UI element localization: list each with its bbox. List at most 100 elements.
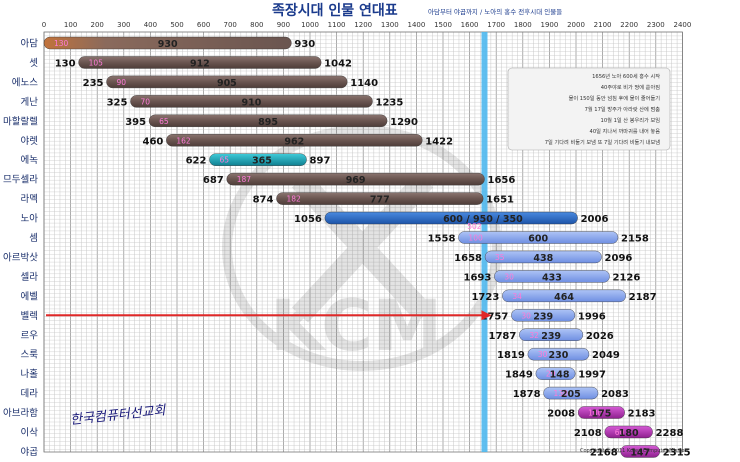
start-year-label: 1658 — [454, 253, 482, 264]
lifespan-age-label: 180 — [619, 428, 639, 439]
note-line: 1656년 노아 600세 홍수 시작 — [592, 72, 660, 80]
end-year-label: 930 — [294, 39, 315, 50]
x-tick-label: 0 — [42, 21, 46, 29]
beget-age-label: 35 — [495, 253, 505, 262]
start-year-label: 874 — [253, 195, 274, 206]
beget-age-label: 60 — [615, 428, 625, 437]
start-year-label: 395 — [125, 117, 146, 128]
lifespan-age-label: 365 — [252, 156, 272, 167]
plot-frame — [43, 31, 683, 453]
lifespan-age-label: 777 — [370, 195, 390, 206]
arrow-head — [481, 310, 492, 321]
x-tick-label: 1700 — [487, 21, 505, 29]
start-year-label: 2168 — [590, 447, 618, 458]
end-year-label: 2026 — [586, 331, 614, 342]
beget-age-label: 29 — [546, 370, 556, 379]
x-tick-label: 1600 — [461, 21, 479, 29]
x-tick-label: 2400 — [673, 21, 691, 29]
x-tick-label: 1800 — [514, 21, 532, 29]
x-axis-ticks: 0 100 200 300 400 500 600 700 800 900 1000 1100 1200… — [42, 21, 692, 29]
lifespan-age-label: 239 — [533, 311, 553, 322]
end-year-label: 2315 — [663, 447, 691, 458]
lifespan-bar — [543, 386, 599, 400]
lifespan-bar — [209, 153, 307, 166]
person-name: 르우 — [21, 330, 39, 341]
lifespan-age-label: 433 — [542, 272, 562, 283]
start-year-label: 325 — [107, 97, 128, 108]
person-name: 아브라함 — [3, 408, 38, 419]
beget-age-label: 187 — [237, 175, 252, 184]
person-name: 므두셀라 — [3, 175, 38, 186]
end-year-label: 2006 — [581, 214, 609, 225]
lifespan-age-label: 930 — [158, 39, 178, 50]
start-year-label: 2108 — [574, 428, 602, 439]
start-year-label: 235 — [83, 78, 104, 89]
x-tick-label: 700 — [224, 21, 237, 29]
beget-age-label: 100 — [588, 409, 603, 418]
lifespan-bar — [130, 95, 373, 108]
beget-age-label: 34 — [512, 292, 522, 301]
beget-age-label: 30 — [521, 311, 531, 320]
lifespan-bar — [511, 309, 576, 322]
lifespan-bar — [226, 172, 485, 186]
start-year-label: 130 — [55, 58, 76, 69]
note-line: 물이 150일 동안 넘침 후에 물이 줄어들기 — [569, 94, 661, 102]
beget-age-label: 65 — [159, 117, 169, 126]
lifespan-bar — [494, 270, 610, 283]
person-name: 노아 — [21, 214, 39, 225]
end-year-label: 2288 — [656, 428, 684, 439]
person-name: 라멕 — [21, 194, 38, 205]
beget-age-label: 162 — [176, 136, 191, 145]
beget-age-label: 130 — [554, 389, 569, 398]
lifespan-bar — [78, 56, 322, 69]
beget-age-label: 182 — [286, 195, 301, 204]
end-year-label: 1996 — [578, 311, 606, 322]
lifespan-age-label: 912 — [190, 58, 210, 69]
lifespan-bar — [106, 75, 348, 89]
x-tick-label: 1500 — [434, 21, 452, 29]
end-year-label: 1235 — [376, 97, 404, 108]
x-tick-label: 1300 — [381, 21, 399, 29]
start-year-label: 1693 — [463, 272, 491, 283]
beget-age-label: 65 — [219, 156, 229, 165]
person-name: 마할랄렐 — [3, 115, 38, 127]
person-name: 벨렉 — [21, 311, 38, 322]
lifespan-age-label: 969 — [346, 175, 366, 186]
person-name: 야곱 — [21, 447, 39, 458]
end-year-label: 1997 — [578, 370, 606, 381]
start-year-label: 1787 — [488, 331, 516, 342]
x-tick-label: 1400 — [407, 21, 425, 29]
x-tick-label: 1000 — [301, 21, 319, 29]
end-year-label: 897 — [310, 156, 331, 167]
note-line: 40주야로 비가 땅에 쏟아짐 — [601, 83, 661, 91]
beget-age-label: 90 — [117, 78, 127, 87]
lifespan-age-label: 895 — [258, 117, 278, 128]
x-tick-label: 100 — [64, 21, 77, 29]
person-name: 셋 — [29, 58, 38, 69]
x-tick-label: 2200 — [620, 21, 638, 29]
copyright: Copyright ⓒ 2011 Korea Computer Mission — [580, 447, 688, 454]
watermark-logo: KCM — [222, 125, 502, 371]
end-year-label: 2126 — [613, 272, 641, 283]
beget-age-label: 105 — [89, 58, 104, 67]
person-name: 이삭 — [21, 428, 39, 439]
lifespan-age-label: 600 / 950 / 350 — [443, 214, 523, 225]
lifespan-age-label: 910 — [242, 97, 262, 108]
lifespan-age-label: 239 — [541, 331, 561, 342]
person-name: 아담 — [21, 38, 39, 50]
lifespan-age-label: 464 — [554, 292, 574, 303]
x-tick-label: 1900 — [540, 21, 558, 29]
end-year-label: 1656 — [487, 175, 515, 186]
lifespan-bar — [324, 211, 578, 225]
start-year-label: 1819 — [497, 350, 525, 361]
lifespan-bar — [604, 425, 653, 439]
lifespan-bar — [527, 348, 590, 361]
person-name: 에벨 — [21, 291, 39, 302]
lifespan-bars: 930 130 930 130 1042 105 912 235 1140 90 905 325 123… — [43, 36, 691, 458]
x-tick-label: 200 — [91, 21, 104, 29]
lifespan-bar — [458, 231, 619, 244]
lifespan-bar — [577, 406, 625, 419]
person-name: 게난 — [21, 97, 39, 108]
start-year-label: 1757 — [481, 311, 509, 322]
person-name: 아르박삿 — [3, 252, 38, 263]
